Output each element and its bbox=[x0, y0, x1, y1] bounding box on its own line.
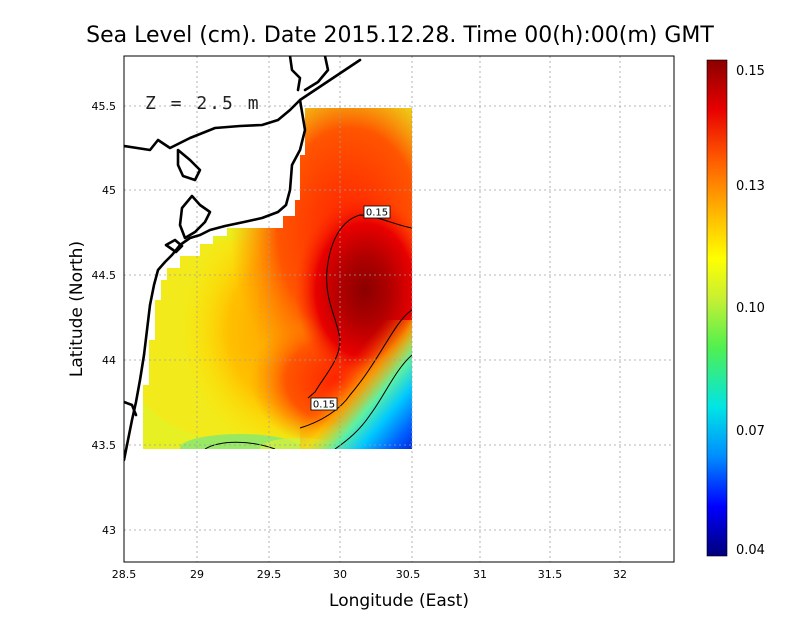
colorbar-gradient bbox=[706, 59, 728, 557]
colorbar-tick: 0.04 bbox=[736, 543, 765, 558]
x-tick-labels: 28.5 29 29.5 30 30.5 31 31.5 32 bbox=[112, 568, 627, 581]
contour-label-2: 0.15 bbox=[310, 397, 338, 411]
y-axis-label: Latitude (North) bbox=[67, 241, 87, 377]
x-tick: 30 bbox=[333, 568, 347, 581]
svg-text:0.15: 0.15 bbox=[366, 208, 388, 219]
depth-label: Z = 2.5 m bbox=[145, 93, 261, 114]
colorbar-tick: 0.10 bbox=[736, 301, 765, 316]
colorbar-tick: 0.13 bbox=[736, 179, 765, 194]
x-tick: 31 bbox=[473, 568, 487, 581]
colorbar-tick: 0.15 bbox=[736, 64, 765, 79]
contour-label-1: 0.15 bbox=[363, 205, 391, 219]
x-tick: 29 bbox=[190, 568, 204, 581]
y-tick: 44 bbox=[102, 354, 116, 367]
x-axis-label: Longitude (East) bbox=[329, 591, 469, 611]
grid-lines bbox=[124, 56, 674, 562]
y-tick: 43.5 bbox=[92, 439, 117, 452]
svg-text:0.15: 0.15 bbox=[313, 400, 335, 411]
x-tick: 29.5 bbox=[257, 568, 282, 581]
x-tick: 32 bbox=[613, 568, 627, 581]
y-tick-labels: 45.5 45 44.5 44 43.5 43 bbox=[92, 100, 117, 537]
colorbar-tick: 0.07 bbox=[736, 424, 765, 439]
y-tick: 44.5 bbox=[92, 269, 117, 282]
x-tick: 30.5 bbox=[396, 568, 421, 581]
y-tick: 45.5 bbox=[92, 100, 117, 113]
plot-frame bbox=[123, 55, 675, 563]
figure-title: Sea Level (cm). Date 2015.12.28. Time 00… bbox=[86, 23, 714, 48]
x-tick: 31.5 bbox=[538, 568, 563, 581]
y-tick: 43 bbox=[102, 524, 116, 537]
x-tick: 28.5 bbox=[112, 568, 137, 581]
coastline bbox=[124, 56, 362, 462]
colorbar: 0.15 0.13 0.10 0.07 0.04 bbox=[706, 59, 765, 558]
y-tick: 45 bbox=[102, 184, 116, 197]
